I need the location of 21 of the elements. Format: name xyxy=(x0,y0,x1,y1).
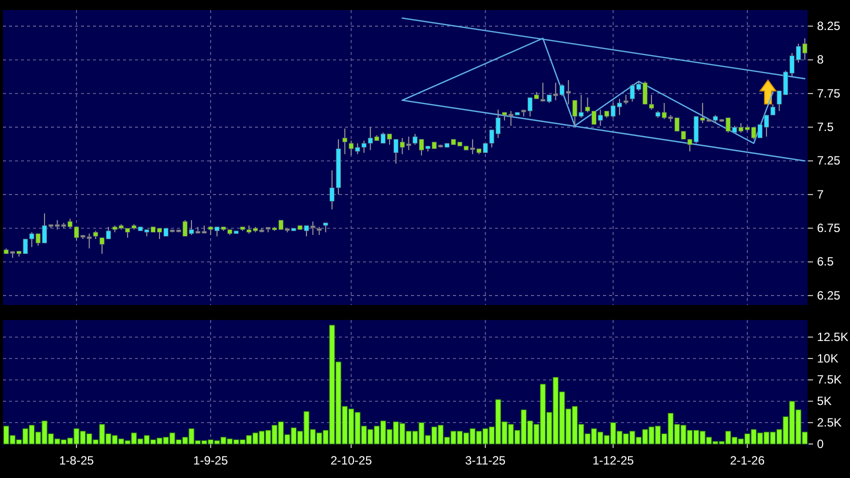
y-tick-label: 7.75 xyxy=(817,86,841,100)
x-tick-label: 1-12-25 xyxy=(592,454,634,468)
y-tick-label: 7.5 xyxy=(817,120,834,134)
y-tick-label: 6.25 xyxy=(817,288,841,302)
y-tick-label: 0 xyxy=(817,436,824,451)
y-tick-label: 12.5K xyxy=(817,330,848,344)
x-tick-label: 1-9-25 xyxy=(193,454,228,468)
y-tick-label: 8 xyxy=(817,52,824,67)
x-tick-label: 1-8-25 xyxy=(59,454,94,468)
y-tick-label: 5K xyxy=(817,394,832,408)
y-tick-label: 7.25 xyxy=(817,154,841,168)
x-tick-label: 3-11-25 xyxy=(465,454,506,468)
y-tick-label: 6.75 xyxy=(817,221,841,236)
y-tick-label: 6.5 xyxy=(817,254,834,269)
y-tick-label: 7.5K xyxy=(817,372,842,387)
y-tick-label: 8.25 xyxy=(817,19,841,34)
x-tick-label: 2-1-26 xyxy=(730,454,765,468)
y-tick-label: 10K xyxy=(817,351,838,366)
x-tick-label: 2-10-25 xyxy=(330,454,372,468)
y-tick-label: 7 xyxy=(817,187,824,202)
y-tick-label: 2.5K xyxy=(817,415,842,430)
